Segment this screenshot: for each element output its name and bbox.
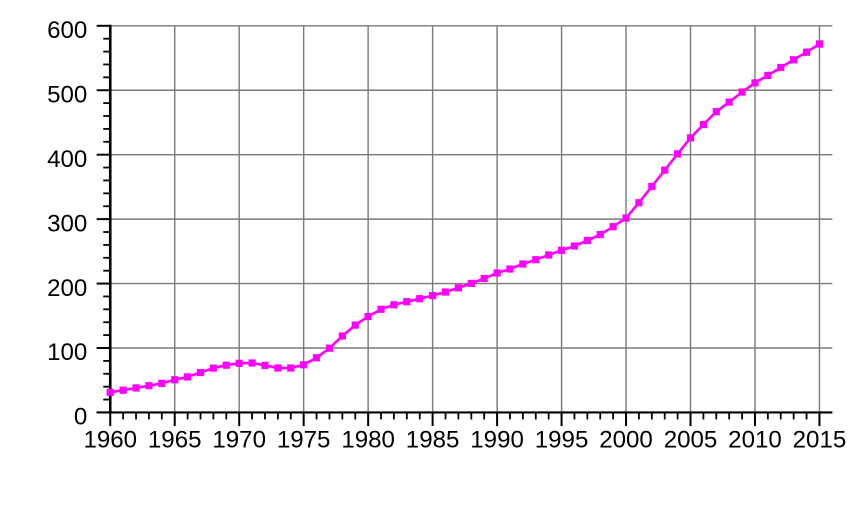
svg-text:100: 100 bbox=[47, 339, 87, 366]
svg-text:2015: 2015 bbox=[793, 426, 847, 453]
svg-text:200: 200 bbox=[47, 275, 87, 302]
svg-text:2005: 2005 bbox=[664, 426, 718, 453]
svg-text:1965: 1965 bbox=[148, 426, 202, 453]
svg-text:500: 500 bbox=[47, 81, 87, 108]
svg-text:0: 0 bbox=[74, 404, 87, 431]
svg-text:1995: 1995 bbox=[535, 426, 589, 453]
svg-text:1975: 1975 bbox=[277, 426, 331, 453]
svg-text:2010: 2010 bbox=[728, 426, 782, 453]
svg-text:1985: 1985 bbox=[406, 426, 460, 453]
svg-text:300: 300 bbox=[47, 210, 87, 237]
svg-text:600: 600 bbox=[47, 17, 87, 44]
svg-text:1990: 1990 bbox=[470, 426, 524, 453]
svg-text:1960: 1960 bbox=[83, 426, 137, 453]
svg-text:1970: 1970 bbox=[212, 426, 266, 453]
svg-text:400: 400 bbox=[47, 146, 87, 173]
svg-text:2000: 2000 bbox=[599, 426, 653, 453]
svg-text:1980: 1980 bbox=[341, 426, 395, 453]
